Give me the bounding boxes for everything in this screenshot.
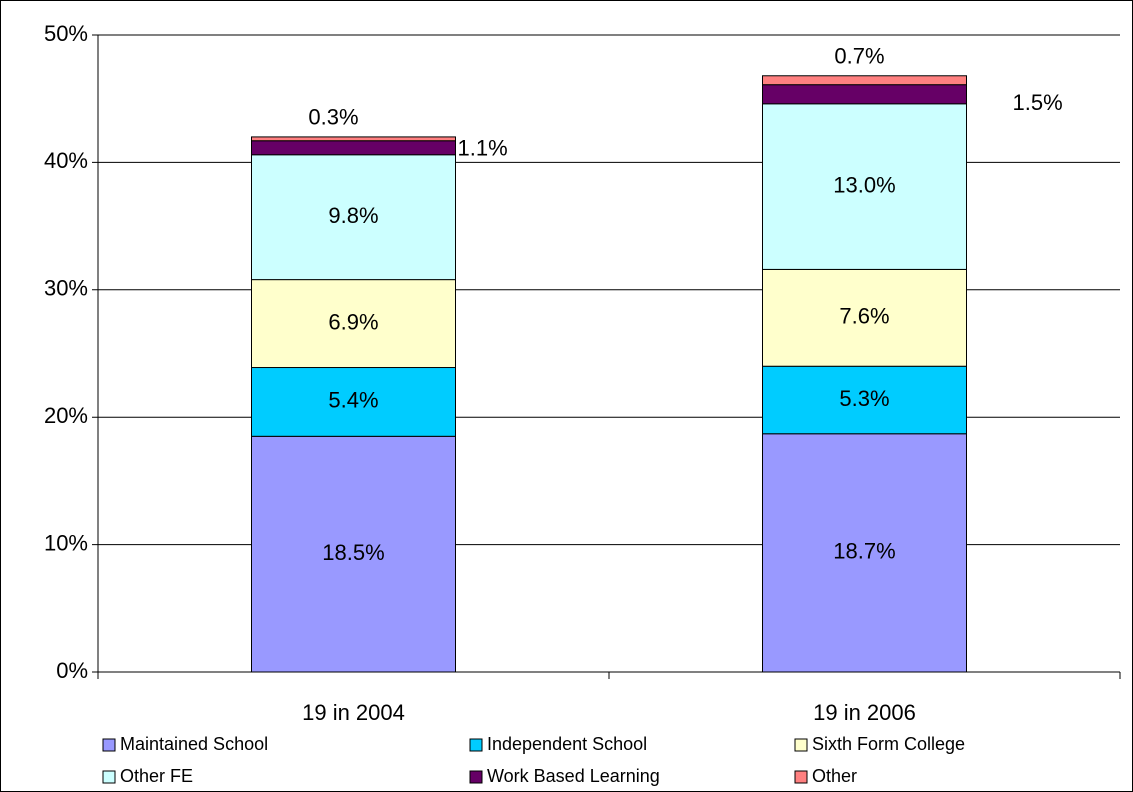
bar-segment [251, 367, 456, 437]
y-tick-label: 40% [44, 148, 88, 173]
bar-segment [251, 154, 456, 281]
data-label: 0.7% [834, 44, 884, 69]
legend-label: Maintained School [120, 734, 268, 754]
legend-label: Work Based Learning [487, 766, 660, 786]
y-tick-label: 20% [44, 403, 88, 428]
data-label: 9.8% [328, 203, 378, 228]
data-label: 5.4% [328, 388, 378, 413]
bar-segment [762, 75, 967, 86]
legend-swatch [102, 738, 116, 752]
bar-segment [251, 136, 456, 142]
data-label: 13.0% [833, 172, 895, 197]
y-tick-label: 0% [56, 658, 88, 683]
data-label: 18.5% [322, 540, 384, 565]
legend-label: Other FE [120, 766, 193, 786]
legend-label: Other [812, 766, 857, 786]
bar-segment [762, 84, 967, 105]
data-label: 5.3% [839, 386, 889, 411]
data-label: 1.1% [458, 136, 508, 161]
legend-label: Sixth Form College [812, 734, 965, 754]
legend-swatch [469, 738, 483, 752]
x-tick-label: 19 in 2004 [302, 700, 405, 725]
bar-segment [762, 268, 967, 367]
bar-segment [251, 140, 456, 156]
legend-label: Independent School [487, 734, 647, 754]
legend-swatch [469, 770, 483, 784]
data-label: 6.9% [328, 309, 378, 334]
bar-segment [762, 103, 967, 270]
bar-segment [251, 435, 456, 673]
legend-swatch [102, 770, 116, 784]
data-label: 7.6% [839, 304, 889, 329]
y-tick-label: 30% [44, 276, 88, 301]
y-tick-label: 10% [44, 530, 88, 555]
x-tick-label: 19 in 2006 [813, 700, 916, 725]
bar-segment [762, 365, 967, 435]
data-label: 0.3% [308, 105, 358, 130]
bar-segment [251, 279, 456, 369]
y-tick-label: 50% [44, 21, 88, 46]
legend-swatch [794, 738, 808, 752]
bar-segment [762, 433, 967, 673]
data-label: 18.7% [833, 539, 895, 564]
legend-swatch [794, 770, 808, 784]
data-label: 1.5% [1013, 90, 1063, 115]
